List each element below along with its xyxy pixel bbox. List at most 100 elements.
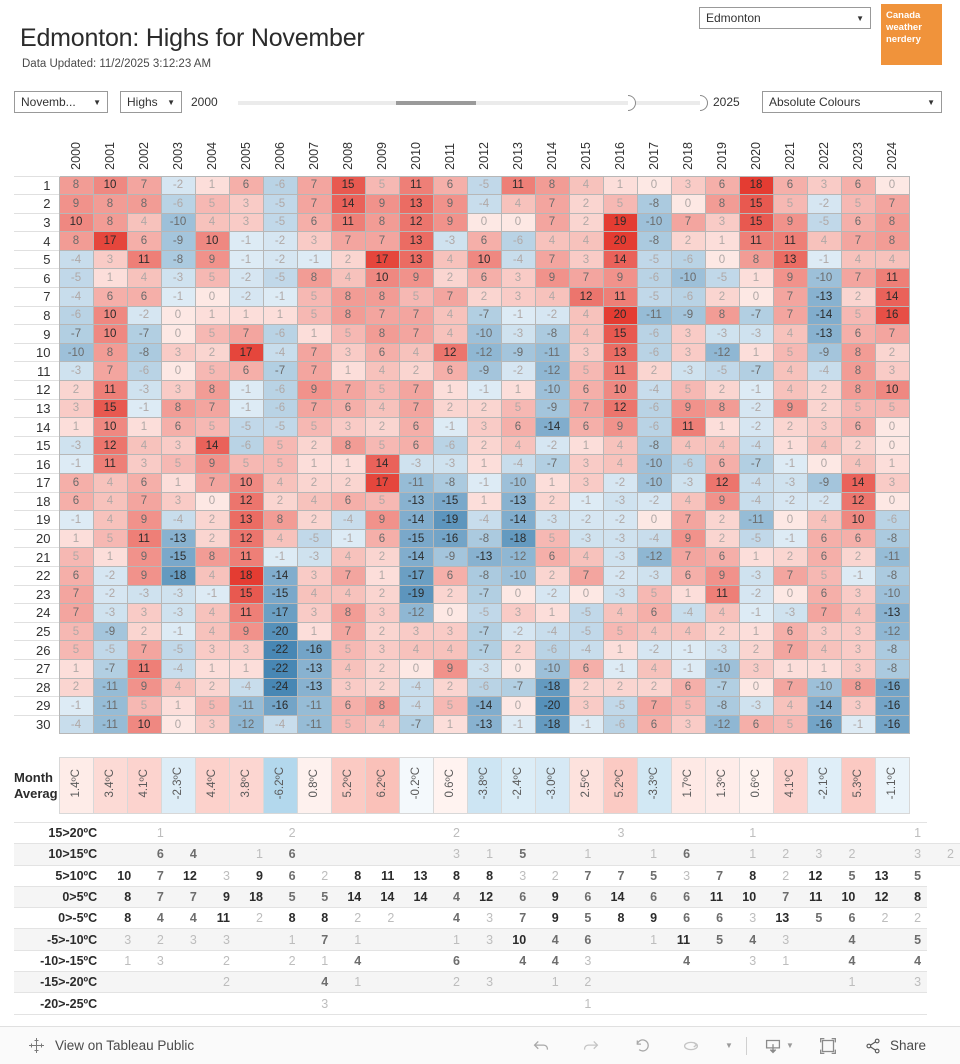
heatmap-cell[interactable]: 1 bbox=[772, 658, 808, 679]
heatmap-cell[interactable]: 15 bbox=[330, 175, 366, 196]
month-average-cell[interactable]: 1.3ºC bbox=[704, 757, 740, 814]
heatmap-cell[interactable]: 9 bbox=[534, 268, 570, 289]
heatmap-cell[interactable]: 3 bbox=[806, 621, 842, 642]
heatmap-cell[interactable]: 4 bbox=[704, 435, 740, 456]
temperature-band-cell[interactable] bbox=[861, 843, 895, 866]
heatmap-cell[interactable]: -1 bbox=[296, 249, 332, 270]
heatmap-cell[interactable]: -1 bbox=[228, 249, 264, 270]
heatmap-cell[interactable]: -9 bbox=[466, 361, 502, 382]
heatmap-cell[interactable]: 9 bbox=[704, 565, 740, 586]
heatmap-cell[interactable]: 1 bbox=[330, 454, 366, 474]
heatmap-cell[interactable]: -11 bbox=[398, 473, 434, 493]
temperature-band-cell[interactable]: 4 bbox=[729, 928, 763, 951]
heatmap-cell[interactable]: 2 bbox=[432, 268, 468, 289]
temperature-band-cell[interactable] bbox=[795, 928, 829, 951]
heatmap-cell[interactable]: -4 bbox=[398, 677, 434, 698]
heatmap-cell[interactable]: 2 bbox=[840, 435, 876, 456]
temperature-band-cell[interactable] bbox=[367, 971, 401, 994]
heatmap-cell[interactable]: 4 bbox=[806, 510, 842, 530]
temperature-band-cell[interactable] bbox=[400, 971, 434, 994]
temperature-band-cell[interactable]: 18 bbox=[235, 885, 269, 909]
temperature-band-cell[interactable] bbox=[597, 971, 631, 994]
heatmap-cell[interactable]: 7 bbox=[296, 175, 332, 196]
heatmap-cell[interactable]: 8 bbox=[874, 231, 910, 251]
month-average-cell[interactable]: 3.4ºC bbox=[92, 757, 128, 814]
heatmap-cell[interactable]: 1 bbox=[568, 435, 604, 456]
heatmap-year-header[interactable]: 2023 bbox=[841, 132, 875, 176]
heatmap-cell[interactable]: 1 bbox=[602, 640, 638, 660]
heatmap-cell[interactable]: 2 bbox=[364, 658, 400, 679]
heatmap-cell[interactable]: -12 bbox=[534, 361, 570, 382]
heatmap-cell[interactable]: 12 bbox=[432, 342, 468, 363]
heatmap-cell[interactable]: 15 bbox=[228, 584, 264, 605]
heatmap-cell[interactable]: -2 bbox=[534, 584, 570, 605]
heatmap-cell[interactable]: 0 bbox=[874, 417, 910, 437]
heatmap-cell[interactable]: 14 bbox=[602, 249, 638, 270]
heatmap-cell[interactable]: -18 bbox=[500, 528, 536, 549]
heatmap-cell[interactable]: 2 bbox=[466, 287, 502, 307]
heatmap-cell[interactable]: -7 bbox=[738, 454, 774, 474]
heatmap-cell[interactable]: 3 bbox=[160, 435, 196, 456]
heatmap-cell[interactable]: 2 bbox=[58, 380, 94, 400]
heatmap-cell[interactable]: 8 bbox=[364, 287, 400, 307]
month-average-cell[interactable]: 0.6ºC bbox=[432, 757, 468, 814]
heatmap-cell[interactable]: -1 bbox=[194, 584, 230, 605]
temperature-band-cell[interactable]: 1 bbox=[466, 843, 500, 866]
heatmap-cell[interactable]: -3 bbox=[772, 603, 808, 623]
temperature-band-cell[interactable]: 12 bbox=[861, 885, 895, 909]
heatmap-cell[interactable]: -13 bbox=[806, 324, 842, 344]
heatmap-cell[interactable]: 6 bbox=[534, 547, 570, 567]
temperature-band-cell[interactable]: 7 bbox=[137, 864, 170, 887]
heatmap-cell[interactable]: 6 bbox=[58, 473, 94, 493]
heatmap-cell[interactable]: 4 bbox=[364, 714, 400, 735]
month-average-cell[interactable]: 4.4ºC bbox=[194, 757, 230, 814]
heatmap-cell[interactable]: -11 bbox=[738, 510, 774, 530]
temperature-band-cell[interactable]: 3 bbox=[466, 928, 500, 951]
year-range-slider-handle-lower[interactable] bbox=[628, 95, 636, 111]
heatmap-cell[interactable]: -14 bbox=[534, 417, 570, 437]
heatmap-cell[interactable]: 13 bbox=[398, 249, 434, 270]
heatmap-cell[interactable]: 4 bbox=[126, 268, 162, 289]
heatmap-cell[interactable]: -10 bbox=[704, 658, 740, 679]
heatmap-cell[interactable]: 5 bbox=[58, 621, 94, 642]
heatmap-cell[interactable]: 4 bbox=[126, 435, 162, 456]
heatmap-cell[interactable]: -2 bbox=[92, 584, 128, 605]
heatmap-cell[interactable]: -3 bbox=[160, 584, 196, 605]
heatmap-cell[interactable]: -2 bbox=[262, 231, 298, 251]
heatmap-cell[interactable]: -7 bbox=[738, 361, 774, 382]
heatmap-cell[interactable]: 3 bbox=[568, 249, 604, 270]
heatmap-cell[interactable]: -5 bbox=[296, 528, 332, 549]
heatmap-cell[interactable]: 6 bbox=[126, 473, 162, 493]
heatmap-cell[interactable]: 8 bbox=[874, 212, 910, 233]
heatmap-cell[interactable]: 7 bbox=[534, 212, 570, 233]
heatmap-cell[interactable]: 2 bbox=[58, 677, 94, 698]
heatmap-cell[interactable]: 4 bbox=[534, 287, 570, 307]
heatmap-cell[interactable]: 3 bbox=[840, 696, 876, 716]
temperature-band-cell[interactable]: 7 bbox=[499, 907, 533, 930]
heatmap-year-header[interactable]: 2004 bbox=[195, 132, 229, 176]
heatmap-cell[interactable]: -10 bbox=[160, 212, 196, 233]
heatmap-cell[interactable]: 5 bbox=[568, 361, 604, 382]
heatmap-cell[interactable]: 9 bbox=[228, 621, 264, 642]
heatmap-cell[interactable]: 5 bbox=[398, 287, 434, 307]
heatmap-cell[interactable]: 0 bbox=[194, 287, 230, 307]
temperature-band-cell[interactable]: 11 bbox=[696, 885, 730, 909]
heatmap-cell[interactable]: 6 bbox=[738, 714, 774, 735]
heatmap-cell[interactable]: 5 bbox=[330, 640, 366, 660]
temperature-band-cell[interactable] bbox=[828, 992, 862, 1015]
heatmap-cell[interactable]: 11 bbox=[330, 212, 366, 233]
heatmap-cell[interactable]: -4 bbox=[262, 714, 298, 735]
heatmap-cell[interactable]: 0 bbox=[874, 175, 910, 196]
heatmap-cell[interactable]: 14 bbox=[364, 454, 400, 474]
heatmap-cell[interactable]: 2 bbox=[636, 361, 672, 382]
temperature-band-cell[interactable]: 2 bbox=[532, 864, 565, 887]
heatmap-cell[interactable]: 3 bbox=[568, 342, 604, 363]
heatmap-cell[interactable]: 11 bbox=[126, 658, 162, 679]
heatmap-cell[interactable]: -8 bbox=[636, 435, 672, 456]
heatmap-cell[interactable]: 6 bbox=[840, 212, 876, 233]
heatmap-cell[interactable]: 3 bbox=[840, 640, 876, 660]
heatmap-cell[interactable]: 2 bbox=[738, 640, 774, 660]
heatmap-cell[interactable]: 9 bbox=[126, 510, 162, 530]
heatmap-cell[interactable]: 2 bbox=[296, 510, 332, 530]
temperature-band-cell[interactable]: 5 bbox=[828, 864, 862, 887]
